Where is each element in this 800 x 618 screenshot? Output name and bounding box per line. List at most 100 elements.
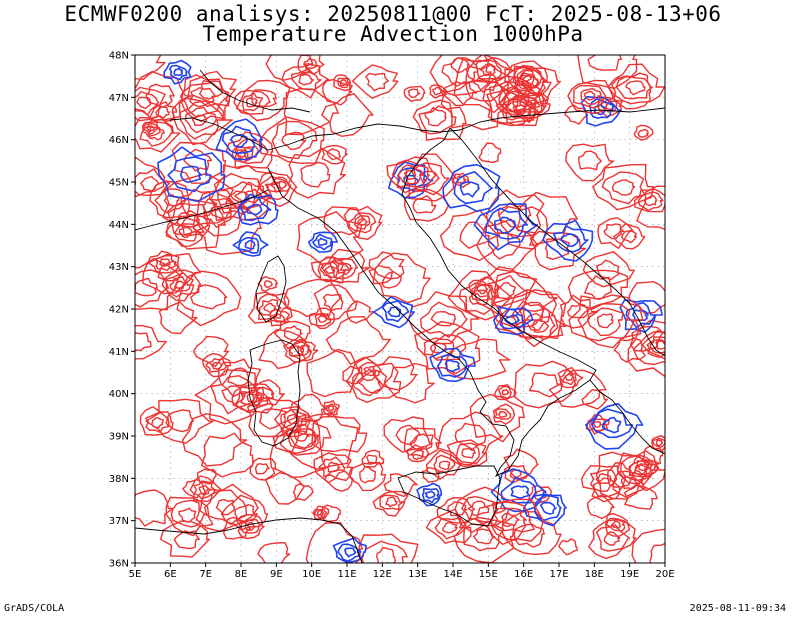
warm-advection-contour bbox=[454, 422, 487, 451]
warm-advection-contour bbox=[271, 120, 318, 160]
warm-advection-contour bbox=[283, 325, 303, 341]
cold-advection-contour bbox=[317, 237, 328, 246]
warm-advection-contour bbox=[557, 366, 584, 389]
warm-advection-contour bbox=[506, 65, 552, 100]
lat-tick-label: 44N bbox=[109, 220, 129, 231]
warm-advection-contour bbox=[158, 301, 198, 335]
warm-advection-contour bbox=[611, 179, 636, 196]
warm-advection-contour bbox=[231, 383, 274, 414]
cold-advection-contour bbox=[504, 314, 520, 326]
cold-advection-contour bbox=[163, 59, 192, 85]
corsica-coastline bbox=[255, 255, 287, 323]
map-title-line1: ECMWF0200 analisys: 20250811@00 FcT: 202… bbox=[64, 2, 722, 26]
cold-advection-contour bbox=[387, 306, 402, 318]
warm-advection-contour bbox=[170, 499, 207, 528]
warm-advection-contour bbox=[176, 210, 200, 229]
cold-advection-contour bbox=[381, 300, 410, 323]
warm-advection-contour bbox=[161, 269, 202, 302]
warm-advection-contour bbox=[175, 280, 186, 289]
warm-advection-contour bbox=[254, 463, 270, 475]
warm-advection-contour bbox=[581, 389, 608, 410]
warm-advection-contour bbox=[135, 90, 160, 116]
cold-advection-contour bbox=[552, 225, 589, 253]
warm-advection-contour bbox=[322, 400, 340, 417]
warm-advection-contour bbox=[407, 88, 421, 99]
warm-advection-contour bbox=[321, 248, 370, 284]
warm-advection-contour bbox=[461, 447, 476, 459]
warm-advection-contour bbox=[588, 519, 637, 560]
warm-advection-contour bbox=[605, 517, 626, 532]
warm-advection-contour bbox=[259, 298, 282, 317]
warm-advection-contour bbox=[251, 89, 277, 108]
warm-advection-contour bbox=[410, 449, 425, 461]
warm-advection-contour bbox=[386, 156, 437, 194]
warm-advection-contour bbox=[589, 469, 618, 492]
warm-advection-contour bbox=[297, 55, 325, 75]
warm-advection-contour bbox=[615, 72, 653, 100]
warm-advection-contour bbox=[544, 238, 570, 260]
warm-advection-contour bbox=[265, 55, 314, 81]
warm-advection-contour bbox=[633, 124, 654, 141]
warm-advection-contour bbox=[333, 74, 351, 92]
warm-advection-contour bbox=[321, 144, 348, 165]
warm-advection-contour bbox=[198, 80, 223, 100]
warm-advection-contour bbox=[501, 512, 520, 528]
cold-advection-contour bbox=[437, 353, 468, 378]
warm-advection-contour bbox=[610, 520, 621, 529]
warm-advection-contour bbox=[373, 252, 431, 304]
cold-advection-contour bbox=[601, 416, 622, 434]
cold-advection-contour bbox=[459, 181, 480, 198]
warm-advection-contour bbox=[317, 256, 346, 282]
swiss-border bbox=[199, 69, 311, 113]
warm-advection-contour bbox=[154, 188, 187, 214]
warm-advection-contour bbox=[165, 496, 214, 537]
warm-advection-contour bbox=[431, 334, 467, 361]
lat-tick-label: 47N bbox=[109, 93, 129, 104]
warm-advection-contour bbox=[379, 494, 405, 511]
warm-advection-contour bbox=[646, 339, 665, 358]
warm-advection-contour bbox=[363, 365, 377, 377]
warm-advection-contour bbox=[281, 64, 330, 99]
warm-advection-contour bbox=[607, 63, 665, 105]
warm-advection-contour bbox=[300, 161, 331, 188]
axes: 48N 47N 46N 45N 44N 43N 42N 41N 40N 39N 38N 37N 36N5… bbox=[109, 51, 675, 581]
warm-advection-contour bbox=[412, 195, 437, 214]
warm-advection-contour bbox=[497, 385, 512, 399]
warm-advection-contour bbox=[255, 171, 298, 208]
warm-advection-contour bbox=[180, 82, 230, 123]
lon-tick-label: 7E bbox=[199, 569, 212, 580]
warm-advection-contour bbox=[513, 523, 545, 548]
warm-advection-contour bbox=[342, 365, 364, 385]
warm-advection-contour bbox=[189, 87, 217, 108]
lon-tick-label: 20E bbox=[655, 569, 674, 580]
warm-advection-contour bbox=[558, 538, 579, 556]
warm-advection-contour bbox=[204, 489, 248, 526]
warm-advection-contour bbox=[655, 439, 664, 447]
warm-advection-contour bbox=[201, 352, 232, 378]
warm-advection-contour bbox=[583, 90, 596, 101]
italy-coastline bbox=[267, 127, 597, 478]
warm-advection-contour bbox=[290, 412, 359, 470]
warm-advection-contour bbox=[616, 450, 665, 492]
warm-advection-contour bbox=[292, 483, 314, 501]
warm-advection-contour bbox=[358, 362, 382, 382]
cold-advection-contour bbox=[442, 163, 501, 213]
warm-advection-contour bbox=[641, 329, 665, 360]
warm-advection-contour bbox=[649, 542, 665, 563]
cold-advection-contour bbox=[167, 156, 212, 193]
lat-tick-label: 38N bbox=[109, 474, 129, 485]
warm-advection-contour bbox=[324, 265, 336, 275]
warm-advection-contour bbox=[492, 403, 516, 425]
warm-advection-contour bbox=[356, 369, 388, 394]
warm-advection-contour bbox=[391, 159, 430, 189]
sardinia-coastline bbox=[247, 339, 301, 447]
warm-advection-contour bbox=[403, 85, 426, 103]
warm-advection-contour bbox=[348, 461, 387, 492]
cold-advection-contour bbox=[560, 233, 580, 247]
cold-advection-contour bbox=[173, 67, 183, 77]
warm-advection-contour bbox=[568, 294, 644, 349]
warm-advection-contour bbox=[135, 86, 166, 122]
lon-tick-label: 18E bbox=[585, 569, 604, 580]
lat-tick-label: 43N bbox=[109, 262, 129, 273]
